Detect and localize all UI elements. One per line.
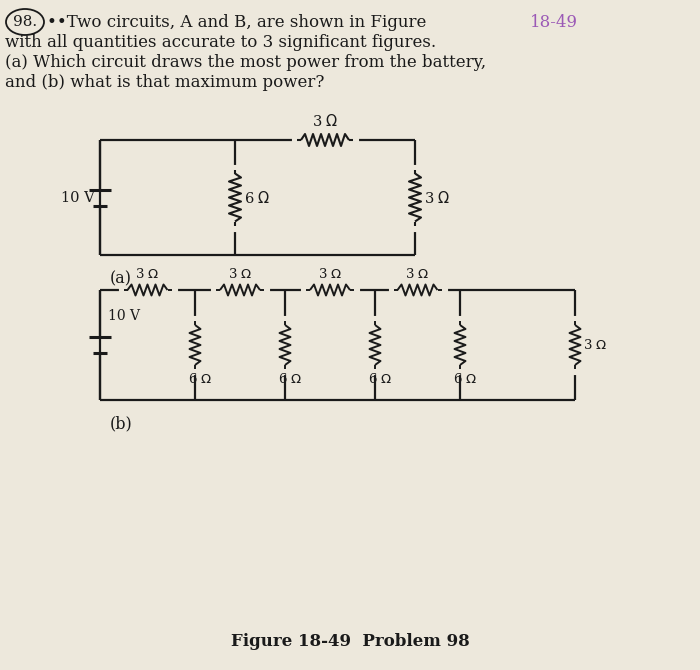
Text: 3 $\Omega$: 3 $\Omega$ <box>135 267 160 281</box>
Text: (a) Which circuit draws the most power from the battery,: (a) Which circuit draws the most power f… <box>5 54 486 70</box>
Text: 6 $\Omega$: 6 $\Omega$ <box>368 372 392 386</box>
Text: 6 $\Omega$: 6 $\Omega$ <box>188 372 212 386</box>
Text: Figure 18-49  Problem 98: Figure 18-49 Problem 98 <box>230 634 470 651</box>
Text: 6 $\Omega$: 6 $\Omega$ <box>244 190 270 206</box>
Text: 6 $\Omega$: 6 $\Omega$ <box>278 372 302 386</box>
Text: ••Two circuits, A and B, are shown in Figure: ••Two circuits, A and B, are shown in Fi… <box>47 13 432 31</box>
Text: with all quantities accurate to 3 significant figures.: with all quantities accurate to 3 signif… <box>5 34 436 50</box>
Text: 3 $\Omega$: 3 $\Omega$ <box>405 267 430 281</box>
Text: (b): (b) <box>110 415 133 432</box>
Text: ••Two circuits, A and B, are shown in Figure: ••Two circuits, A and B, are shown in Fi… <box>47 13 432 31</box>
Text: 3 $\Omega$: 3 $\Omega$ <box>312 113 338 129</box>
Text: 18-49: 18-49 <box>530 13 578 31</box>
Text: (a): (a) <box>110 270 132 287</box>
Text: 10 V: 10 V <box>62 190 95 204</box>
Text: 3 $\Omega$: 3 $\Omega$ <box>318 267 342 281</box>
Text: 6 $\Omega$: 6 $\Omega$ <box>453 372 477 386</box>
Text: 3 $\Omega$: 3 $\Omega$ <box>424 190 451 206</box>
Text: 3 $\Omega$: 3 $\Omega$ <box>583 338 608 352</box>
Text: 3 $\Omega$: 3 $\Omega$ <box>228 267 252 281</box>
Text: and (b) what is that maximum power?: and (b) what is that maximum power? <box>5 74 324 90</box>
Text: 98.: 98. <box>13 15 37 29</box>
Text: 10 V: 10 V <box>108 309 140 323</box>
